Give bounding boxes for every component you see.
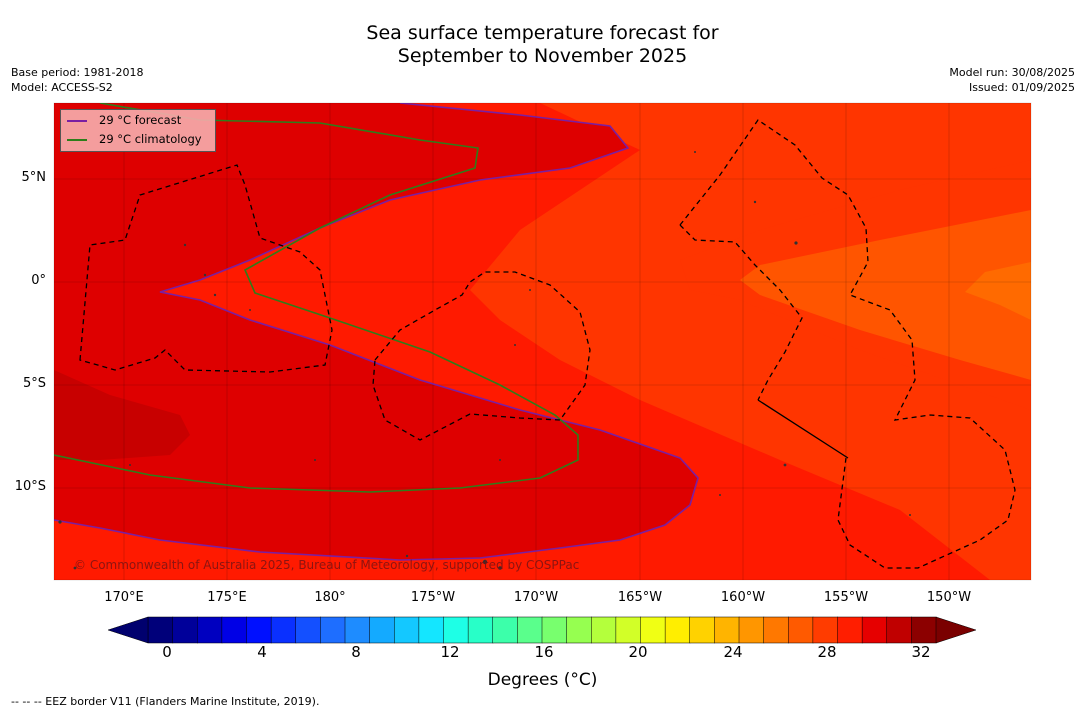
lat-label: 10°S bbox=[14, 479, 46, 494]
colorbar-cell bbox=[664, 616, 691, 644]
colorbar-cell bbox=[492, 616, 518, 644]
eez-footnote: -- -- -- EEZ border V11 (Flanders Marine… bbox=[11, 695, 320, 708]
lon-label: 160°W bbox=[720, 590, 766, 605]
colorbar-tick: 20 bbox=[628, 643, 648, 661]
colorbar-cell bbox=[147, 616, 174, 644]
colorbar-cell bbox=[566, 616, 592, 644]
climatology-line-swatch bbox=[67, 138, 87, 141]
colorbar-cell bbox=[837, 616, 863, 644]
colorbar-tick: 8 bbox=[351, 643, 361, 661]
climatology-29c-contour bbox=[54, 103, 579, 493]
colorbar-cell bbox=[197, 616, 223, 644]
island-markers bbox=[58, 151, 911, 570]
sst-region-deep-red-west bbox=[54, 370, 190, 460]
copyright-credit: © Commonwealth of Australia 2025, Bureau… bbox=[74, 558, 580, 572]
colorbar-cell bbox=[738, 616, 765, 644]
colorbar-cell bbox=[591, 616, 617, 644]
map-title-line2: September to November 2025 bbox=[397, 45, 688, 67]
colorbar-cell bbox=[886, 616, 912, 644]
colorbar-cell bbox=[467, 616, 494, 644]
colorbar-tick: 4 bbox=[257, 643, 267, 661]
model-run: Model run: 30/08/2025 bbox=[949, 66, 1075, 79]
colorbar-cell bbox=[788, 616, 814, 644]
colorbar-cell bbox=[689, 616, 715, 644]
colorbar-cell bbox=[763, 616, 789, 644]
colorbar-tick: 24 bbox=[723, 643, 743, 661]
sst-region-dark-red-north bbox=[54, 103, 698, 560]
legend-label-climatology: 29 °C climatology bbox=[99, 132, 202, 146]
colorbar-cell bbox=[615, 616, 642, 644]
sst-region-light-orange bbox=[965, 262, 1031, 320]
lon-label: 150°W bbox=[926, 590, 972, 605]
colorbar-tick: 32 bbox=[911, 643, 931, 661]
eez-maritime-boundary bbox=[757, 399, 849, 459]
colorbar-cell bbox=[394, 616, 420, 644]
lon-label: 170°W bbox=[513, 590, 559, 605]
eez-borders bbox=[79, 119, 1016, 569]
colorbar-tick: 16 bbox=[534, 643, 554, 661]
lat-label: 0° bbox=[31, 273, 46, 288]
colorbar-cell bbox=[541, 616, 568, 644]
colorbar-cell bbox=[320, 616, 346, 644]
colorbar-cell bbox=[369, 616, 395, 644]
colorbar-cell bbox=[246, 616, 272, 644]
colorbar-cell bbox=[344, 616, 371, 644]
colorbar-units-label: Degrees (°C) bbox=[487, 670, 598, 690]
legend-item-climatology: 29 °C climatology bbox=[67, 131, 202, 147]
lon-label: 175°W bbox=[410, 590, 456, 605]
forecast-line-swatch bbox=[67, 119, 87, 122]
legend-label-forecast: 29 °C forecast bbox=[99, 113, 182, 127]
lon-label: 155°W bbox=[823, 590, 869, 605]
colorbar-cell bbox=[714, 616, 740, 644]
colorbar-low-extension bbox=[107, 616, 149, 644]
lat-label: 5°S bbox=[22, 376, 46, 391]
colorbar-cell bbox=[911, 616, 937, 644]
colorbar-tick: 28 bbox=[817, 643, 837, 661]
issued-date: Issued: 01/09/2025 bbox=[968, 81, 1075, 94]
colorbar-cell bbox=[443, 616, 469, 644]
colorbar-cell bbox=[861, 616, 888, 644]
lat-label: 5°N bbox=[21, 170, 47, 185]
lon-label: 175°E bbox=[207, 590, 247, 605]
sst-region-orange-inner bbox=[740, 210, 1031, 380]
lon-label: 180° bbox=[314, 590, 346, 605]
colorbar-cell bbox=[295, 616, 321, 644]
colorbar-tick: 12 bbox=[440, 643, 460, 661]
colorbar-cell bbox=[640, 616, 666, 644]
map-title-line1: Sea surface temperature forecast for bbox=[366, 22, 719, 44]
colorbar-high-extension bbox=[935, 616, 977, 644]
forecast-29c-contour bbox=[54, 103, 699, 561]
colorbar-cell bbox=[221, 616, 248, 644]
base-period: Base period: 1981-2018 bbox=[11, 66, 144, 79]
colorbar-cell bbox=[270, 616, 297, 644]
lon-label: 170°E bbox=[104, 590, 144, 605]
colorbar-cell bbox=[418, 616, 445, 644]
colorbar-cell bbox=[517, 616, 543, 644]
colorbar-cell bbox=[812, 616, 839, 644]
lon-label: 165°W bbox=[617, 590, 663, 605]
colorbar-cell bbox=[172, 616, 198, 644]
legend-item-forecast: 29 °C forecast bbox=[67, 112, 181, 128]
model-name: Model: ACCESS-S2 bbox=[11, 81, 113, 94]
colorbar-tick: 0 bbox=[162, 643, 172, 661]
map-legend: 29 °C forecast 29 °C climatology bbox=[60, 109, 216, 152]
